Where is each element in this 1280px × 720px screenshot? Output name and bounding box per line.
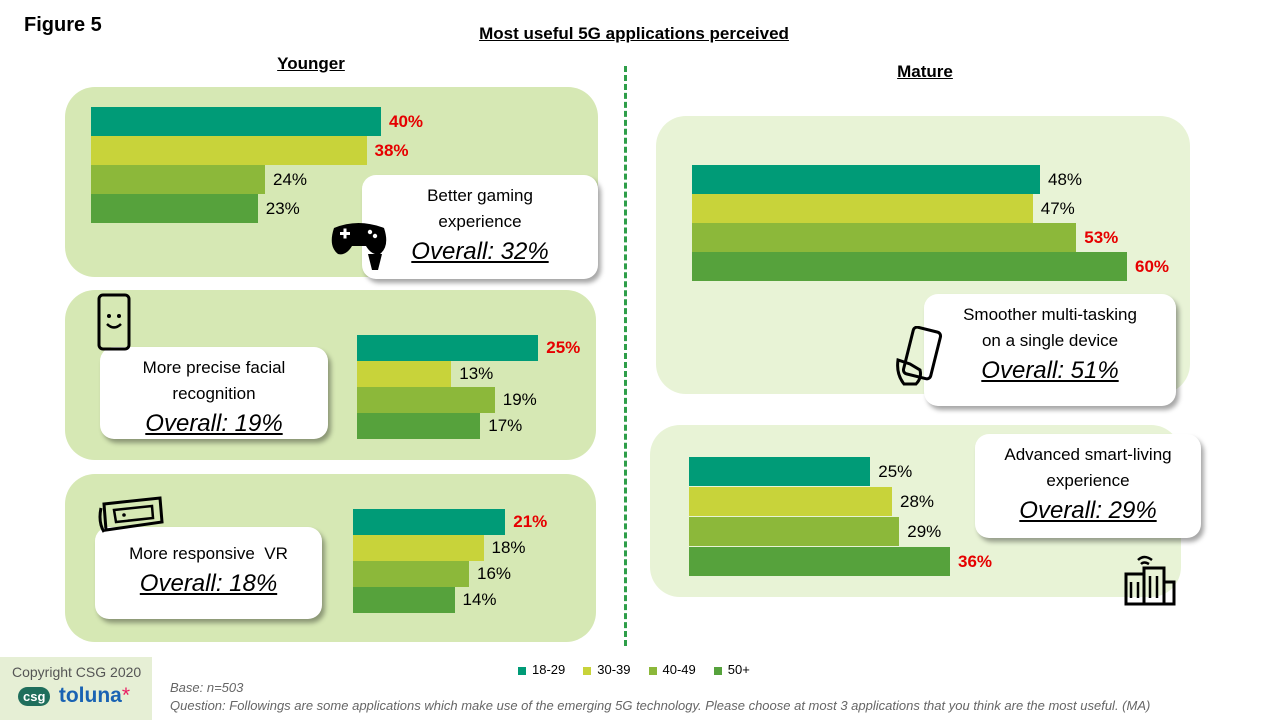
card-gaming: Better gaming experience Overall: 32%	[362, 175, 598, 279]
card-multitasking-label-2: on a single device	[924, 328, 1176, 354]
card-vr-label-1: More responsive VR	[95, 541, 322, 567]
card-multitasking-overall: Overall: 51%	[924, 354, 1176, 388]
section-title-mature: Mature	[835, 62, 1015, 82]
bar-multitasking-40-49	[692, 223, 1076, 252]
value-label-smart-living-50+: 36%	[958, 547, 992, 576]
value-label-smart-living-30-39: 28%	[900, 487, 934, 516]
value-label-multitasking-50+: 60%	[1135, 252, 1169, 281]
csg-logo: csg	[18, 687, 50, 706]
value-label-smart-living-40-49: 29%	[907, 517, 941, 546]
bar-facial-18-29	[357, 335, 538, 361]
chart-facial: 25% 13% 19% 17%	[357, 335, 358, 336]
bar-gaming-18-29	[91, 107, 381, 136]
bar-gaming-30-39	[91, 136, 367, 165]
chart-vr: 21% 18% 16% 14%	[353, 509, 354, 510]
legend-label: 30-39	[597, 662, 630, 677]
smiling-phone-icon	[96, 292, 132, 352]
bar-smart-living-50+	[689, 547, 950, 576]
value-label-multitasking-18-29: 48%	[1048, 165, 1082, 194]
hand-phone-icon	[892, 326, 944, 388]
bar-vr-30-39	[353, 535, 484, 561]
chart-title: Most useful 5G applications perceived	[0, 24, 1268, 44]
bar-vr-40-49	[353, 561, 469, 587]
section-title-younger: Younger	[221, 54, 401, 74]
value-label-smart-living-18-29: 25%	[878, 457, 912, 486]
toluna-star-icon: *	[122, 684, 130, 707]
value-label-multitasking-30-39: 47%	[1041, 194, 1075, 223]
value-label-gaming-30-39: 38%	[375, 136, 409, 165]
vr-headset-icon	[98, 492, 166, 536]
base-note: Base: n=503	[170, 680, 243, 695]
card-facial: More precise facial recognition Overall:…	[100, 347, 328, 439]
legend: 18-29 30-39 40-49 50+	[518, 662, 768, 677]
legend-item-18-29: 18-29	[518, 662, 565, 677]
copyright: Copyright CSG 2020	[12, 664, 141, 680]
card-gaming-label-2: experience	[362, 209, 598, 235]
toluna-logo: toluna	[59, 684, 122, 708]
smart-building-icon	[1122, 552, 1178, 608]
value-label-vr-30-39: 18%	[492, 533, 526, 562]
card-smart-living-label-2: experience	[975, 468, 1201, 494]
card-vr-overall: Overall: 18%	[95, 567, 322, 601]
card-facial-overall: Overall: 19%	[100, 407, 328, 441]
card-facial-label-1: More precise facial	[100, 355, 328, 381]
bar-smart-living-30-39	[689, 487, 892, 516]
card-gaming-overall: Overall: 32%	[362, 235, 598, 269]
value-label-facial-50+: 17%	[488, 411, 522, 440]
section-divider	[624, 66, 627, 646]
value-label-facial-40-49: 19%	[503, 385, 537, 414]
legend-item-40-49: 40-49	[649, 662, 696, 677]
chart-gaming: 40% 38% 24% 23%	[91, 107, 92, 108]
card-smart-living: Advanced smart-living experience Overall…	[975, 434, 1201, 538]
card-smart-living-label-1: Advanced smart-living	[975, 442, 1201, 468]
value-label-gaming-50+: 23%	[266, 194, 300, 223]
card-gaming-label-1: Better gaming	[362, 183, 598, 209]
value-label-vr-40-49: 16%	[477, 559, 511, 588]
gamepad-icon	[328, 214, 390, 272]
bar-multitasking-18-29	[692, 165, 1040, 194]
legend-swatch	[583, 667, 591, 675]
value-label-multitasking-40-49: 53%	[1084, 223, 1118, 252]
legend-swatch	[714, 667, 722, 675]
bar-vr-50+	[353, 587, 455, 613]
bar-multitasking-50+	[692, 252, 1127, 281]
bar-vr-18-29	[353, 509, 505, 535]
value-label-vr-50+: 14%	[463, 585, 497, 614]
value-label-gaming-40-49: 24%	[273, 165, 307, 194]
legend-label: 18-29	[532, 662, 565, 677]
legend-item-30-39: 30-39	[583, 662, 630, 677]
bar-smart-living-40-49	[689, 517, 899, 546]
card-multitasking: Smoother multi-tasking on a single devic…	[924, 294, 1176, 406]
legend-swatch	[649, 667, 657, 675]
bar-multitasking-30-39	[692, 194, 1033, 223]
bar-facial-30-39	[357, 361, 451, 387]
card-multitasking-label-1: Smoother multi-tasking	[924, 302, 1176, 328]
legend-item-50+: 50+	[714, 662, 750, 677]
value-label-facial-18-29: 25%	[546, 333, 580, 362]
value-label-facial-30-39: 13%	[459, 359, 493, 388]
chart-multitasking: 48% 47% 53% 60%	[692, 165, 693, 166]
logos: csg toluna*	[18, 684, 130, 708]
value-label-gaming-18-29: 40%	[389, 107, 423, 136]
bar-facial-40-49	[357, 387, 495, 413]
bar-gaming-40-49	[91, 165, 265, 194]
chart-smart-living: 25% 28% 29% 36%	[689, 457, 690, 458]
legend-label: 50+	[728, 662, 750, 677]
bar-smart-living-18-29	[689, 457, 870, 486]
card-smart-living-overall: Overall: 29%	[975, 494, 1201, 528]
card-vr: More responsive VR Overall: 18%	[95, 527, 322, 619]
card-facial-label-2: recognition	[100, 381, 328, 407]
legend-label: 40-49	[663, 662, 696, 677]
bar-facial-50+	[357, 413, 480, 439]
question-note: Question: Followings are some applicatio…	[170, 698, 1150, 713]
value-label-vr-18-29: 21%	[513, 507, 547, 536]
bar-gaming-50+	[91, 194, 258, 223]
legend-swatch	[518, 667, 526, 675]
